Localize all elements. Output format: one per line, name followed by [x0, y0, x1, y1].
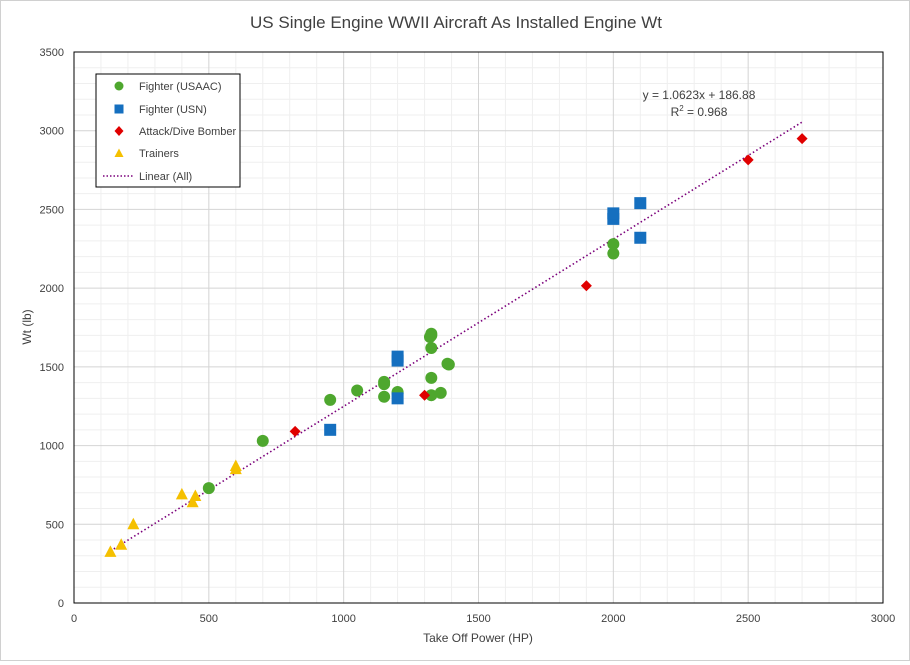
legend-label-fighter-usn: Fighter (USN)	[139, 104, 207, 116]
point-trainers	[189, 489, 202, 501]
point-attack-dive-bomber	[742, 154, 754, 166]
legend-marker-fighter-usn	[114, 104, 124, 114]
x-tick-label: 2000	[601, 613, 625, 625]
major-gridlines	[74, 52, 883, 603]
point-attack-dive-bomber	[419, 389, 431, 401]
point-fighter-usaac	[425, 389, 438, 402]
r-squared-superscript: 2	[679, 104, 684, 113]
point-attack-dive-bomber	[580, 280, 592, 292]
point-trainers	[229, 459, 242, 472]
x-tick-label: 2500	[736, 613, 760, 625]
point-fighter-usaac	[202, 482, 215, 495]
trendline-equation: y = 1.0623x + 186.88	[643, 88, 756, 102]
x-tick-labels: 0 500 1000 1500 2000 2500 3000	[71, 613, 895, 625]
legend-marker-trainers	[114, 148, 124, 157]
chart-title: US Single Engine WWII Aircraft As Instal…	[250, 13, 662, 32]
y-tick-labels: 0 500 1000 1500 2000 2500 3000 3500	[40, 47, 64, 610]
point-fighter-usaac	[607, 238, 620, 251]
point-fighter-usaac	[256, 434, 269, 447]
point-fighter-usaac	[378, 390, 391, 403]
y-tick-label: 2000	[40, 283, 64, 295]
y-tick-label: 0	[58, 598, 64, 610]
x-tick-label: 0	[71, 613, 77, 625]
legend: Fighter (USAAC) Fighter (USN) Attack/Div…	[95, 73, 241, 188]
y-axis-label: Wt (lb)	[20, 309, 34, 344]
r-squared-value: = 0.968	[684, 105, 728, 119]
r-squared-label: R2 = 0.968	[671, 104, 728, 119]
point-fighter-usaac	[378, 375, 391, 388]
point-fighter-usaac	[423, 330, 436, 343]
point-trainers	[104, 545, 117, 557]
y-tick-label: 3000	[40, 126, 64, 138]
y-tick-label: 1000	[40, 441, 64, 453]
point-trainers	[127, 517, 140, 530]
point-fighter-usn	[634, 231, 647, 244]
point-fighter-usaac	[425, 371, 438, 384]
x-tick-label: 1500	[466, 613, 490, 625]
point-fighter-usn	[324, 423, 337, 436]
point-fighter-usaac	[442, 358, 455, 371]
point-fighter-usaac	[425, 341, 438, 354]
legend-label-trainers: Trainers	[139, 148, 179, 160]
legend-marker-fighter-usaac	[114, 81, 124, 91]
point-fighter-usaac	[351, 384, 364, 397]
legend-label-fighter-usaac: Fighter (USAAC)	[139, 81, 222, 93]
x-tick-label: 500	[200, 613, 218, 625]
data-points	[104, 133, 808, 557]
point-fighter-usn	[607, 207, 620, 220]
point-fighter-usaac	[434, 386, 447, 399]
point-attack-dive-bomber	[796, 133, 808, 145]
point-fighter-usn	[391, 392, 404, 405]
point-trainers	[115, 538, 128, 550]
r-squared-prefix: R	[671, 105, 680, 119]
point-fighter-usn	[391, 350, 404, 363]
x-tick-label: 3000	[871, 613, 895, 625]
point-attack-dive-bomber	[289, 425, 301, 437]
x-tick-label: 1000	[331, 613, 355, 625]
point-fighter-usaac	[324, 393, 337, 406]
legend-marker-attack-dive-bomber	[114, 126, 124, 136]
y-tick-label: 500	[46, 519, 64, 531]
y-tick-label: 2500	[40, 204, 64, 216]
x-axis-label: Take Off Power (HP)	[423, 631, 533, 645]
legend-label-attack-dive-bomber: Attack/Dive Bomber	[139, 126, 237, 138]
point-fighter-usaac	[607, 247, 620, 260]
legend-label-linear-all: Linear (All)	[139, 171, 192, 183]
y-tick-label: 1500	[40, 362, 64, 374]
point-fighter-usn	[634, 197, 647, 210]
point-trainers	[175, 487, 188, 500]
plot-border	[73, 51, 884, 604]
y-tick-label: 3500	[40, 47, 64, 59]
point-trainers	[186, 495, 199, 508]
